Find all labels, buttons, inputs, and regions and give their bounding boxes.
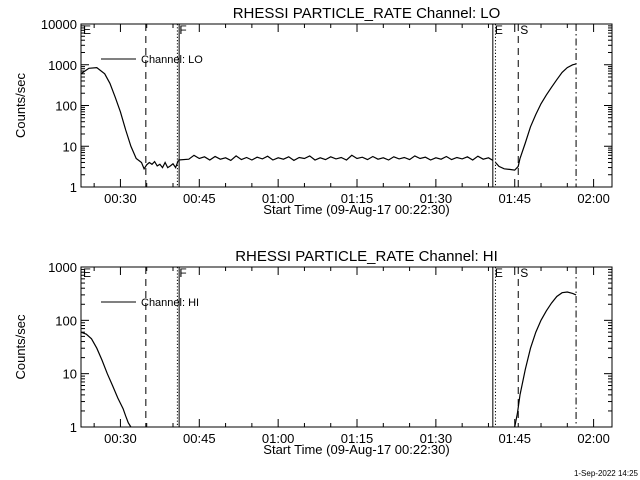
x-axis-label: Start Time (09-Aug-17 00:22:30): [263, 202, 449, 217]
y-tick-label: 100: [55, 313, 77, 328]
x-tick-label: 01:45: [498, 191, 531, 206]
x-tick-label: 00:45: [183, 431, 216, 446]
event-marker-label: E: [83, 266, 91, 280]
chart-title: RHESSI PARTICLE_RATE Channel: LO: [233, 5, 501, 22]
y-tick-label: 1000: [48, 58, 77, 73]
series-line: [178, 154, 494, 162]
x-tick-label: 01:45: [498, 431, 531, 446]
y-tick-label: 10000: [41, 17, 77, 32]
x-tick-label: 01:15: [341, 191, 374, 206]
x-tick-label: 00:30: [104, 431, 137, 446]
series-line: [80, 331, 132, 428]
series-line: [495, 63, 577, 171]
y-tick-label: 1000: [48, 260, 77, 275]
chart-title: RHESSI PARTICLE_RATE Channel: HI: [235, 248, 498, 265]
x-tick-label: 00:45: [183, 191, 216, 206]
event-marker-label: E: [495, 266, 503, 280]
legend-label: Channel: LO: [141, 54, 203, 66]
event-marker-label: F: [179, 266, 186, 280]
x-tick-label: 02:00: [577, 431, 610, 446]
x-tick-label: 00:30: [104, 191, 137, 206]
x-tick-label: 01:15: [341, 431, 374, 446]
event-marker-label: F: [179, 23, 186, 37]
series-line: [514, 291, 577, 428]
y-axis-label: Counts/sec: [13, 314, 28, 380]
event-marker-label: S: [520, 266, 528, 280]
y-tick-label: 100: [55, 99, 77, 114]
x-tick-label: 02:00: [577, 191, 610, 206]
plot-frame: [80, 266, 613, 428]
chart-panel-hi: RHESSI PARTICLE_RATE Channel: HI Counts/s…: [13, 248, 613, 457]
y-tick-label: 1: [70, 420, 77, 435]
legend-label: Channel: HI: [141, 297, 199, 309]
chart-panel-lo: RHESSI PARTICLE_RATE Channel: LO Counts/s…: [13, 5, 613, 217]
footer-timestamp: 1-Sep-2022 14:25: [574, 469, 639, 478]
y-tick-label: 10: [63, 367, 77, 382]
x-tick-label: 01:00: [262, 431, 295, 446]
series-line: [80, 66, 179, 171]
x-tick-label: 01:00: [262, 191, 295, 206]
x-tick-label: 01:30: [420, 191, 453, 206]
x-tick-label: 01:30: [420, 431, 453, 446]
event-marker-label: E: [83, 23, 91, 37]
plot-frame: [80, 23, 613, 188]
y-tick-label: 10: [63, 139, 77, 154]
event-marker-label: E: [495, 23, 503, 37]
event-marker-label: S: [520, 23, 528, 37]
x-axis-label: Start Time (09-Aug-17 00:22:30): [263, 442, 449, 457]
y-tick-label: 1: [70, 180, 77, 195]
y-axis-label: Counts/sec: [13, 72, 28, 138]
